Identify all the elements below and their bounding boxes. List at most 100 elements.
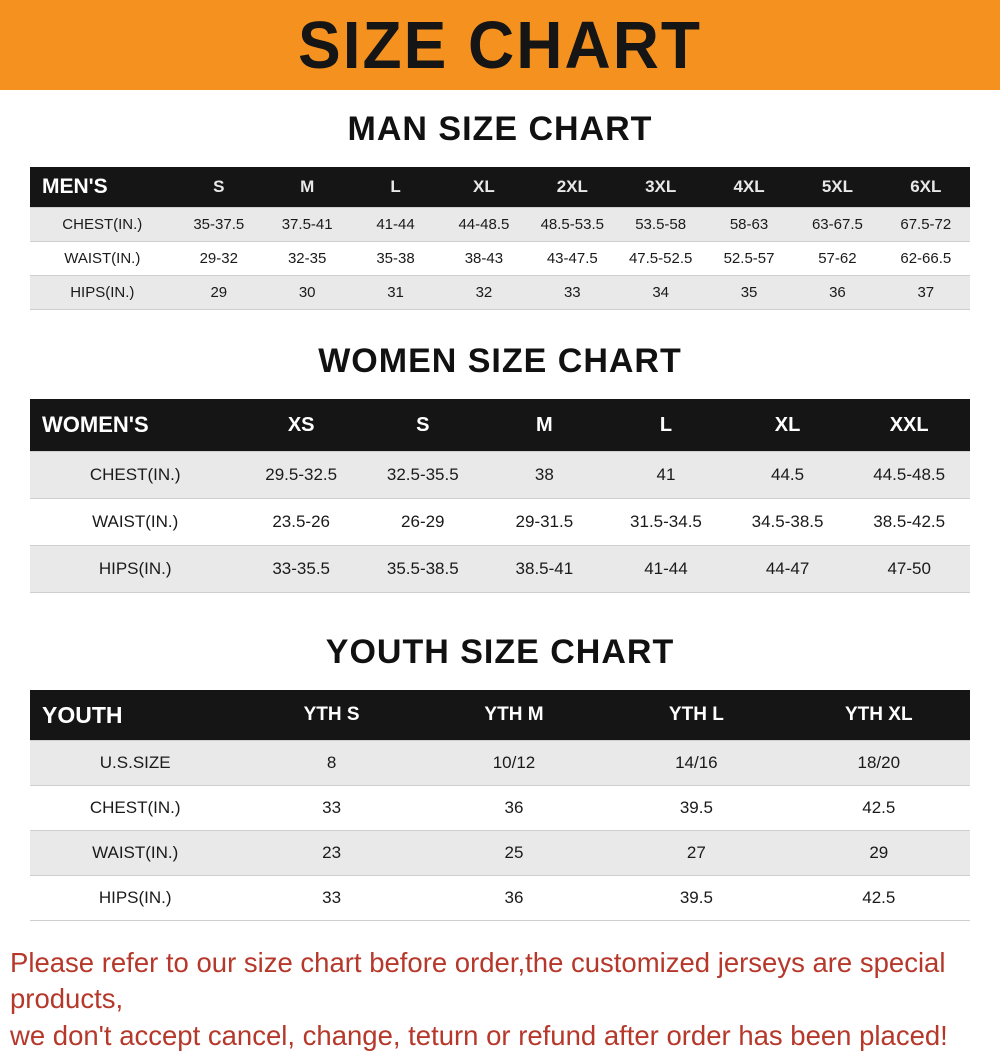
size-value-cell: 47-50 (848, 545, 970, 593)
size-column-header: M (262, 167, 352, 208)
size-value-cell: 36 (422, 785, 606, 831)
size-column-header: 6XL (881, 167, 970, 208)
size-value-cell: 41-44 (605, 545, 727, 593)
size-value-cell: 33-35.5 (240, 545, 362, 593)
size-value-cell: 44.5 (726, 451, 849, 499)
women-size-table: WOMEN'S XS S M L XL XXL CHEST(IN.) 29.5-32.5 32.5… (30, 399, 970, 593)
size-chart-banner: SIZE CHART (0, 0, 1000, 90)
size-value-cell: 52.5-57 (704, 241, 794, 276)
size-value-cell: 41 (605, 451, 727, 499)
size-value-cell: 42.5 (787, 785, 970, 831)
size-value-cell: 36 (793, 275, 882, 310)
size-value-cell: 29 (787, 830, 970, 876)
size-value-cell: 33 (240, 875, 423, 921)
size-value-cell: 39.5 (605, 785, 788, 831)
size-value-cell: 32.5-35.5 (361, 451, 484, 499)
size-column-header: 3XL (616, 167, 705, 208)
table-title-cell: YOUTH (30, 690, 241, 741)
size-value-cell: 34.5-38.5 (726, 498, 849, 546)
size-column-header: XS (240, 399, 362, 452)
row-label-cell: CHEST(IN.) (30, 451, 241, 499)
row-label-cell: HIPS(IN.) (30, 545, 241, 593)
size-value-cell: 43-47.5 (528, 241, 617, 276)
size-column-header: L (351, 167, 440, 208)
size-value-cell: 44-48.5 (439, 207, 529, 242)
table-row: CHEST(IN.) 33 36 39.5 42.5 (30, 785, 970, 831)
size-value-cell: 31.5-34.5 (605, 498, 727, 546)
size-value-cell: 32-35 (262, 241, 352, 276)
size-value-cell: 41-44 (351, 207, 440, 242)
size-value-cell: 34 (616, 275, 705, 310)
size-column-header: L (605, 399, 727, 452)
size-value-cell: 53.5-58 (616, 207, 705, 242)
table-row: U.S.SIZE 8 10/12 14/16 18/20 (30, 740, 970, 786)
size-value-cell: 18/20 (787, 740, 970, 786)
men-size-table: MEN'S S M L XL 2XL 3XL 4XL 5XL 6XL CHEST(IN.) 35-37… (30, 167, 970, 310)
size-column-header: 4XL (704, 167, 794, 208)
size-value-cell: 38 (483, 451, 606, 499)
man-size-chart-heading: MAN SIZE CHART (347, 110, 653, 148)
size-column-header: 5XL (793, 167, 882, 208)
size-value-cell: 35-38 (351, 241, 440, 276)
size-value-cell: 48.5-53.5 (528, 207, 617, 242)
size-value-cell: 29.5-32.5 (240, 451, 362, 499)
size-column-header: 2XL (528, 167, 617, 208)
size-column-header: YTH L (605, 690, 788, 741)
row-label-cell: CHEST(IN.) (30, 785, 241, 831)
size-column-header: M (483, 399, 606, 452)
table-row: HIPS(IN.) 33 36 39.5 42.5 (30, 875, 970, 921)
size-value-cell: 32 (439, 275, 529, 310)
size-value-cell: 35.5-38.5 (361, 545, 484, 593)
size-value-cell: 33 (528, 275, 617, 310)
disclaimer-line-2: we don't accept cancel, change, teturn o… (10, 1019, 948, 1051)
table-row: HIPS(IN.) 29 30 31 32 33 34 35 36 37 (30, 275, 970, 310)
table-header-row: MEN'S S M L XL 2XL 3XL 4XL 5XL 6XL (30, 167, 970, 208)
size-value-cell: 29 (174, 275, 263, 310)
size-value-cell: 27 (605, 830, 788, 876)
women-size-chart-heading: WOMEN SIZE CHART (318, 342, 682, 380)
size-column-header: XL (439, 167, 529, 208)
table-header-row: YOUTH YTH S YTH M YTH L YTH XL (30, 690, 970, 741)
size-value-cell: 57-62 (793, 241, 882, 276)
size-value-cell: 39.5 (605, 875, 788, 921)
size-value-cell: 58-63 (704, 207, 794, 242)
row-label-cell: WAIST(IN.) (30, 830, 241, 876)
size-value-cell: 10/12 (422, 740, 606, 786)
size-value-cell: 25 (422, 830, 606, 876)
size-value-cell: 8 (240, 740, 423, 786)
size-column-header: S (174, 167, 263, 208)
table-row: CHEST(IN.) 29.5-32.5 32.5-35.5 38 41 44.5 44.5… (30, 451, 970, 499)
youth-size-chart-heading: YOUTH SIZE CHART (325, 633, 675, 671)
row-label-cell: U.S.SIZE (30, 740, 241, 786)
row-label-cell: HIPS(IN.) (30, 275, 175, 310)
table-title-cell: WOMEN'S (30, 399, 241, 452)
size-value-cell: 23 (240, 830, 423, 876)
size-value-cell: 35 (704, 275, 794, 310)
size-value-cell: 30 (262, 275, 352, 310)
table-row: WAIST(IN.) 23.5-26 26-29 29-31.5 31.5-34.5 34… (30, 498, 970, 546)
size-value-cell: 33 (240, 785, 423, 831)
size-value-cell: 37 (881, 275, 970, 310)
disclaimer-line-1: Please refer to our size chart before or… (10, 947, 946, 1015)
size-column-header: YTH M (422, 690, 606, 741)
table-row: WAIST(IN.) 23 25 27 29 (30, 830, 970, 876)
size-value-cell: 23.5-26 (240, 498, 362, 546)
size-value-cell: 62-66.5 (881, 241, 970, 276)
size-value-cell: 67.5-72 (881, 207, 970, 242)
size-column-header: S (361, 399, 484, 452)
order-disclaimer-note: Please refer to our size chart before or… (10, 945, 994, 1054)
size-value-cell: 38-43 (439, 241, 529, 276)
size-value-cell: 42.5 (787, 875, 970, 921)
size-value-cell: 63-67.5 (793, 207, 882, 242)
size-value-cell: 44-47 (726, 545, 849, 593)
banner-title: SIZE CHART (298, 7, 702, 83)
size-value-cell: 26-29 (361, 498, 484, 546)
size-value-cell: 37.5-41 (262, 207, 352, 242)
table-row: CHEST(IN.) 35-37.5 37.5-41 41-44 44-48.5 48.5… (30, 207, 970, 242)
size-column-header: XL (726, 399, 849, 452)
size-value-cell: 38.5-41 (483, 545, 606, 593)
size-value-cell: 47.5-52.5 (616, 241, 705, 276)
size-value-cell: 29-31.5 (483, 498, 606, 546)
row-label-cell: WAIST(IN.) (30, 241, 175, 276)
table-header-row: WOMEN'S XS S M L XL XXL (30, 399, 970, 452)
